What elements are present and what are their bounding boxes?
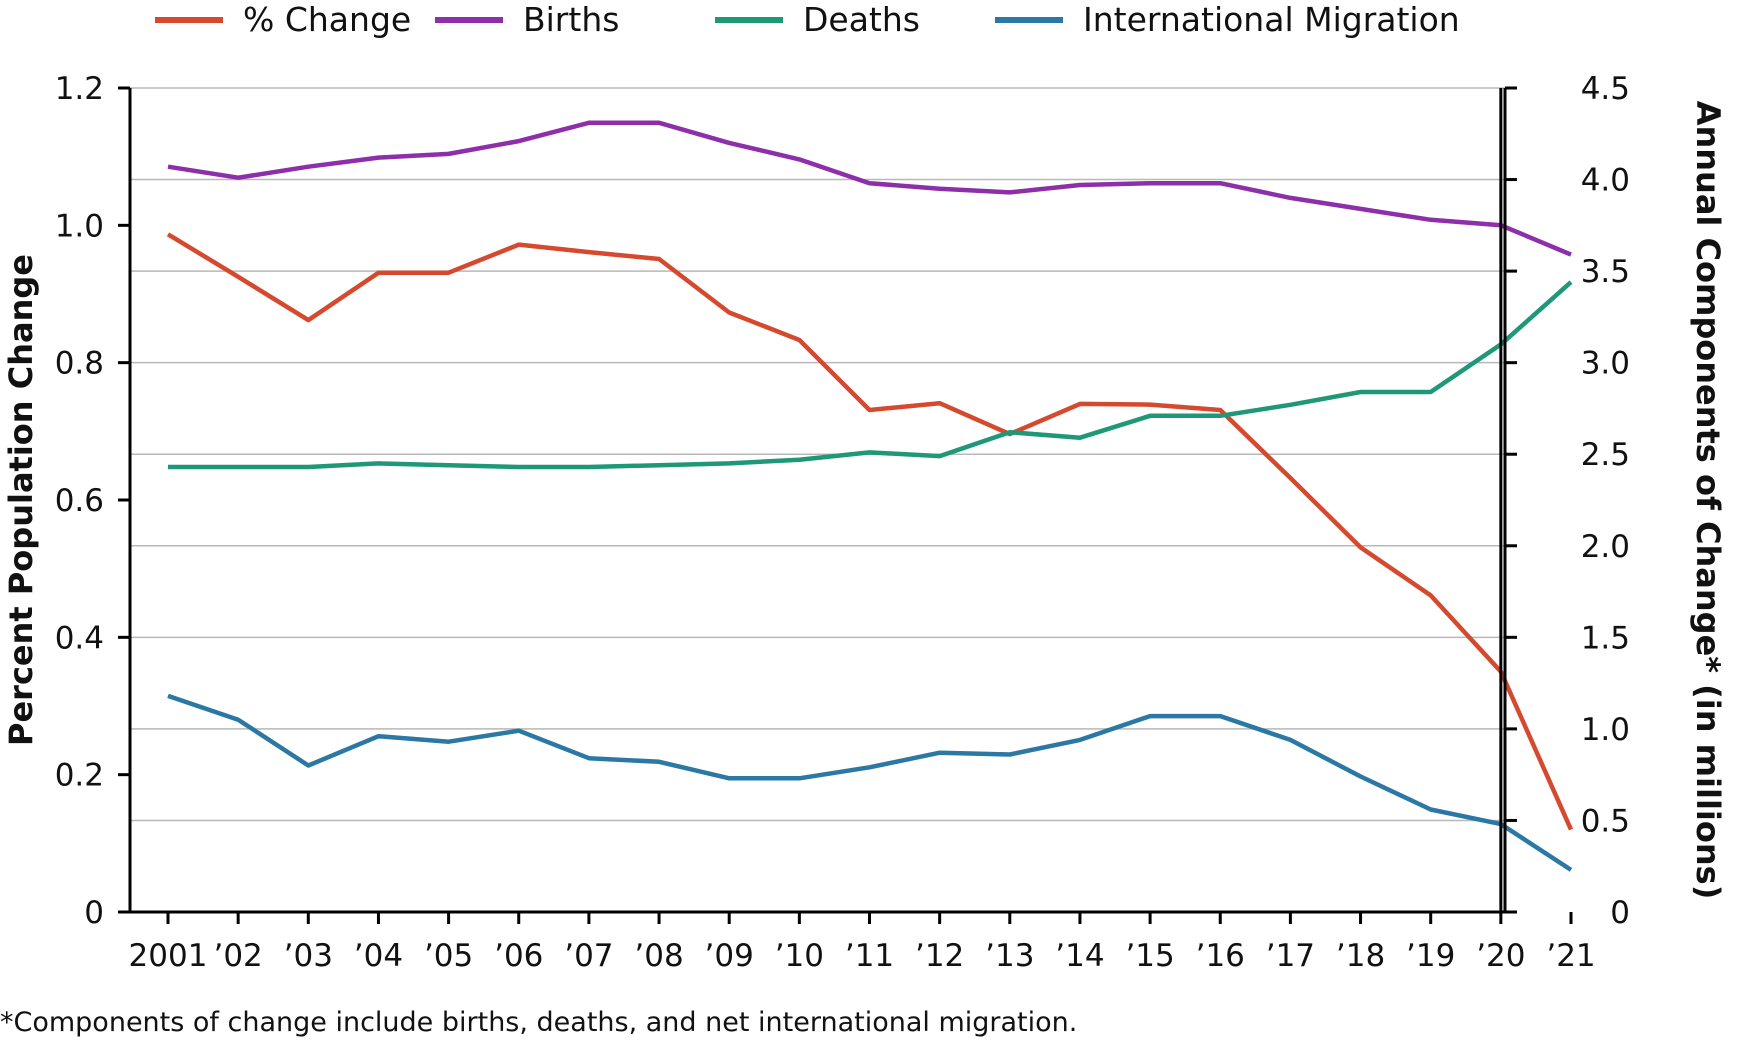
- y-left-tick-label: 0: [84, 895, 104, 931]
- y-right-tick-label: 4.5: [1581, 71, 1630, 107]
- x-tick-label: ’05: [424, 938, 473, 974]
- x-tick-label: ’09: [705, 938, 754, 974]
- axes: 0 0.2 0.4 0.6 0.8 1.0 1.2 0 0.5 1.0 1.5 2.0 2.5 3.0 3.…: [2, 71, 1727, 974]
- x-tick-label: ’18: [1336, 938, 1385, 974]
- y-right-tick-label: 3.0: [1581, 346, 1630, 382]
- x-tick-label: ’15: [1125, 938, 1174, 974]
- y-right-axis-title: Annual Components of Change* (in million…: [1689, 101, 1727, 900]
- footnote: *Components of change include births, de…: [0, 1007, 1077, 1038]
- y-right-tick-label: 2.0: [1581, 529, 1630, 565]
- y-right-tick-label: 4.0: [1581, 163, 1630, 199]
- x-tick-label: ’10: [775, 938, 824, 974]
- x-tick-label: ’19: [1406, 938, 1455, 974]
- series-lines: [166, 120, 1574, 872]
- y-left-tick-label: 1.2: [55, 71, 104, 107]
- y-left-tick-label: 1.0: [55, 208, 104, 244]
- x-tick-label: ’03: [284, 938, 333, 974]
- legend-label: Deaths: [803, 0, 920, 39]
- y-left-tick-label: 0.8: [55, 346, 104, 382]
- y-left-tick-label: 0.4: [55, 620, 104, 656]
- x-tick-label: ’20: [1476, 938, 1525, 974]
- legend-label: % Change: [243, 0, 411, 39]
- x-tick-label: ’08: [634, 938, 683, 974]
- x-tick-label: ’02: [213, 938, 262, 974]
- y-right-tick-label: 3.5: [1581, 254, 1630, 290]
- x-tick-label: ’14: [1055, 938, 1104, 974]
- series-line-0: [166, 232, 1574, 831]
- y-left-axis-title: Percent Population Change: [2, 254, 40, 746]
- gridlines: [130, 87, 1505, 822]
- x-tick-label: ’13: [985, 938, 1034, 974]
- y-right-tick-label: 2.5: [1581, 437, 1630, 473]
- legend-label: International Migration: [1083, 0, 1460, 39]
- x-tick-label: ’12: [915, 938, 964, 974]
- x-tick-label: ’06: [494, 938, 543, 974]
- x-tick-label: ’11: [845, 938, 894, 974]
- legend-label: Births: [523, 0, 619, 39]
- x-tick-label: ’17: [1266, 938, 1315, 974]
- series-line-1: [167, 120, 1572, 257]
- legend: % Change Births Deaths International Migrat…: [155, 0, 1460, 39]
- x-tick-label: ’04: [354, 938, 403, 974]
- y-right-tick-label: 1.0: [1581, 712, 1630, 748]
- y-left-tick-label: 0.2: [55, 758, 104, 794]
- y-right-tick-label: 1.5: [1581, 620, 1630, 656]
- y-left-tick-label: 0.6: [55, 483, 104, 519]
- x-tick-label: 2001: [129, 938, 208, 974]
- series-line-2: [168, 280, 1573, 470]
- x-tick-label: ’07: [564, 938, 613, 974]
- y-right-tick-label: 0: [1610, 895, 1630, 931]
- x-tick-label: ’21: [1546, 938, 1595, 974]
- y-right-tick-label: 0.5: [1581, 803, 1630, 839]
- series-line-3: [167, 693, 1573, 872]
- x-tick-label: ’16: [1196, 938, 1245, 974]
